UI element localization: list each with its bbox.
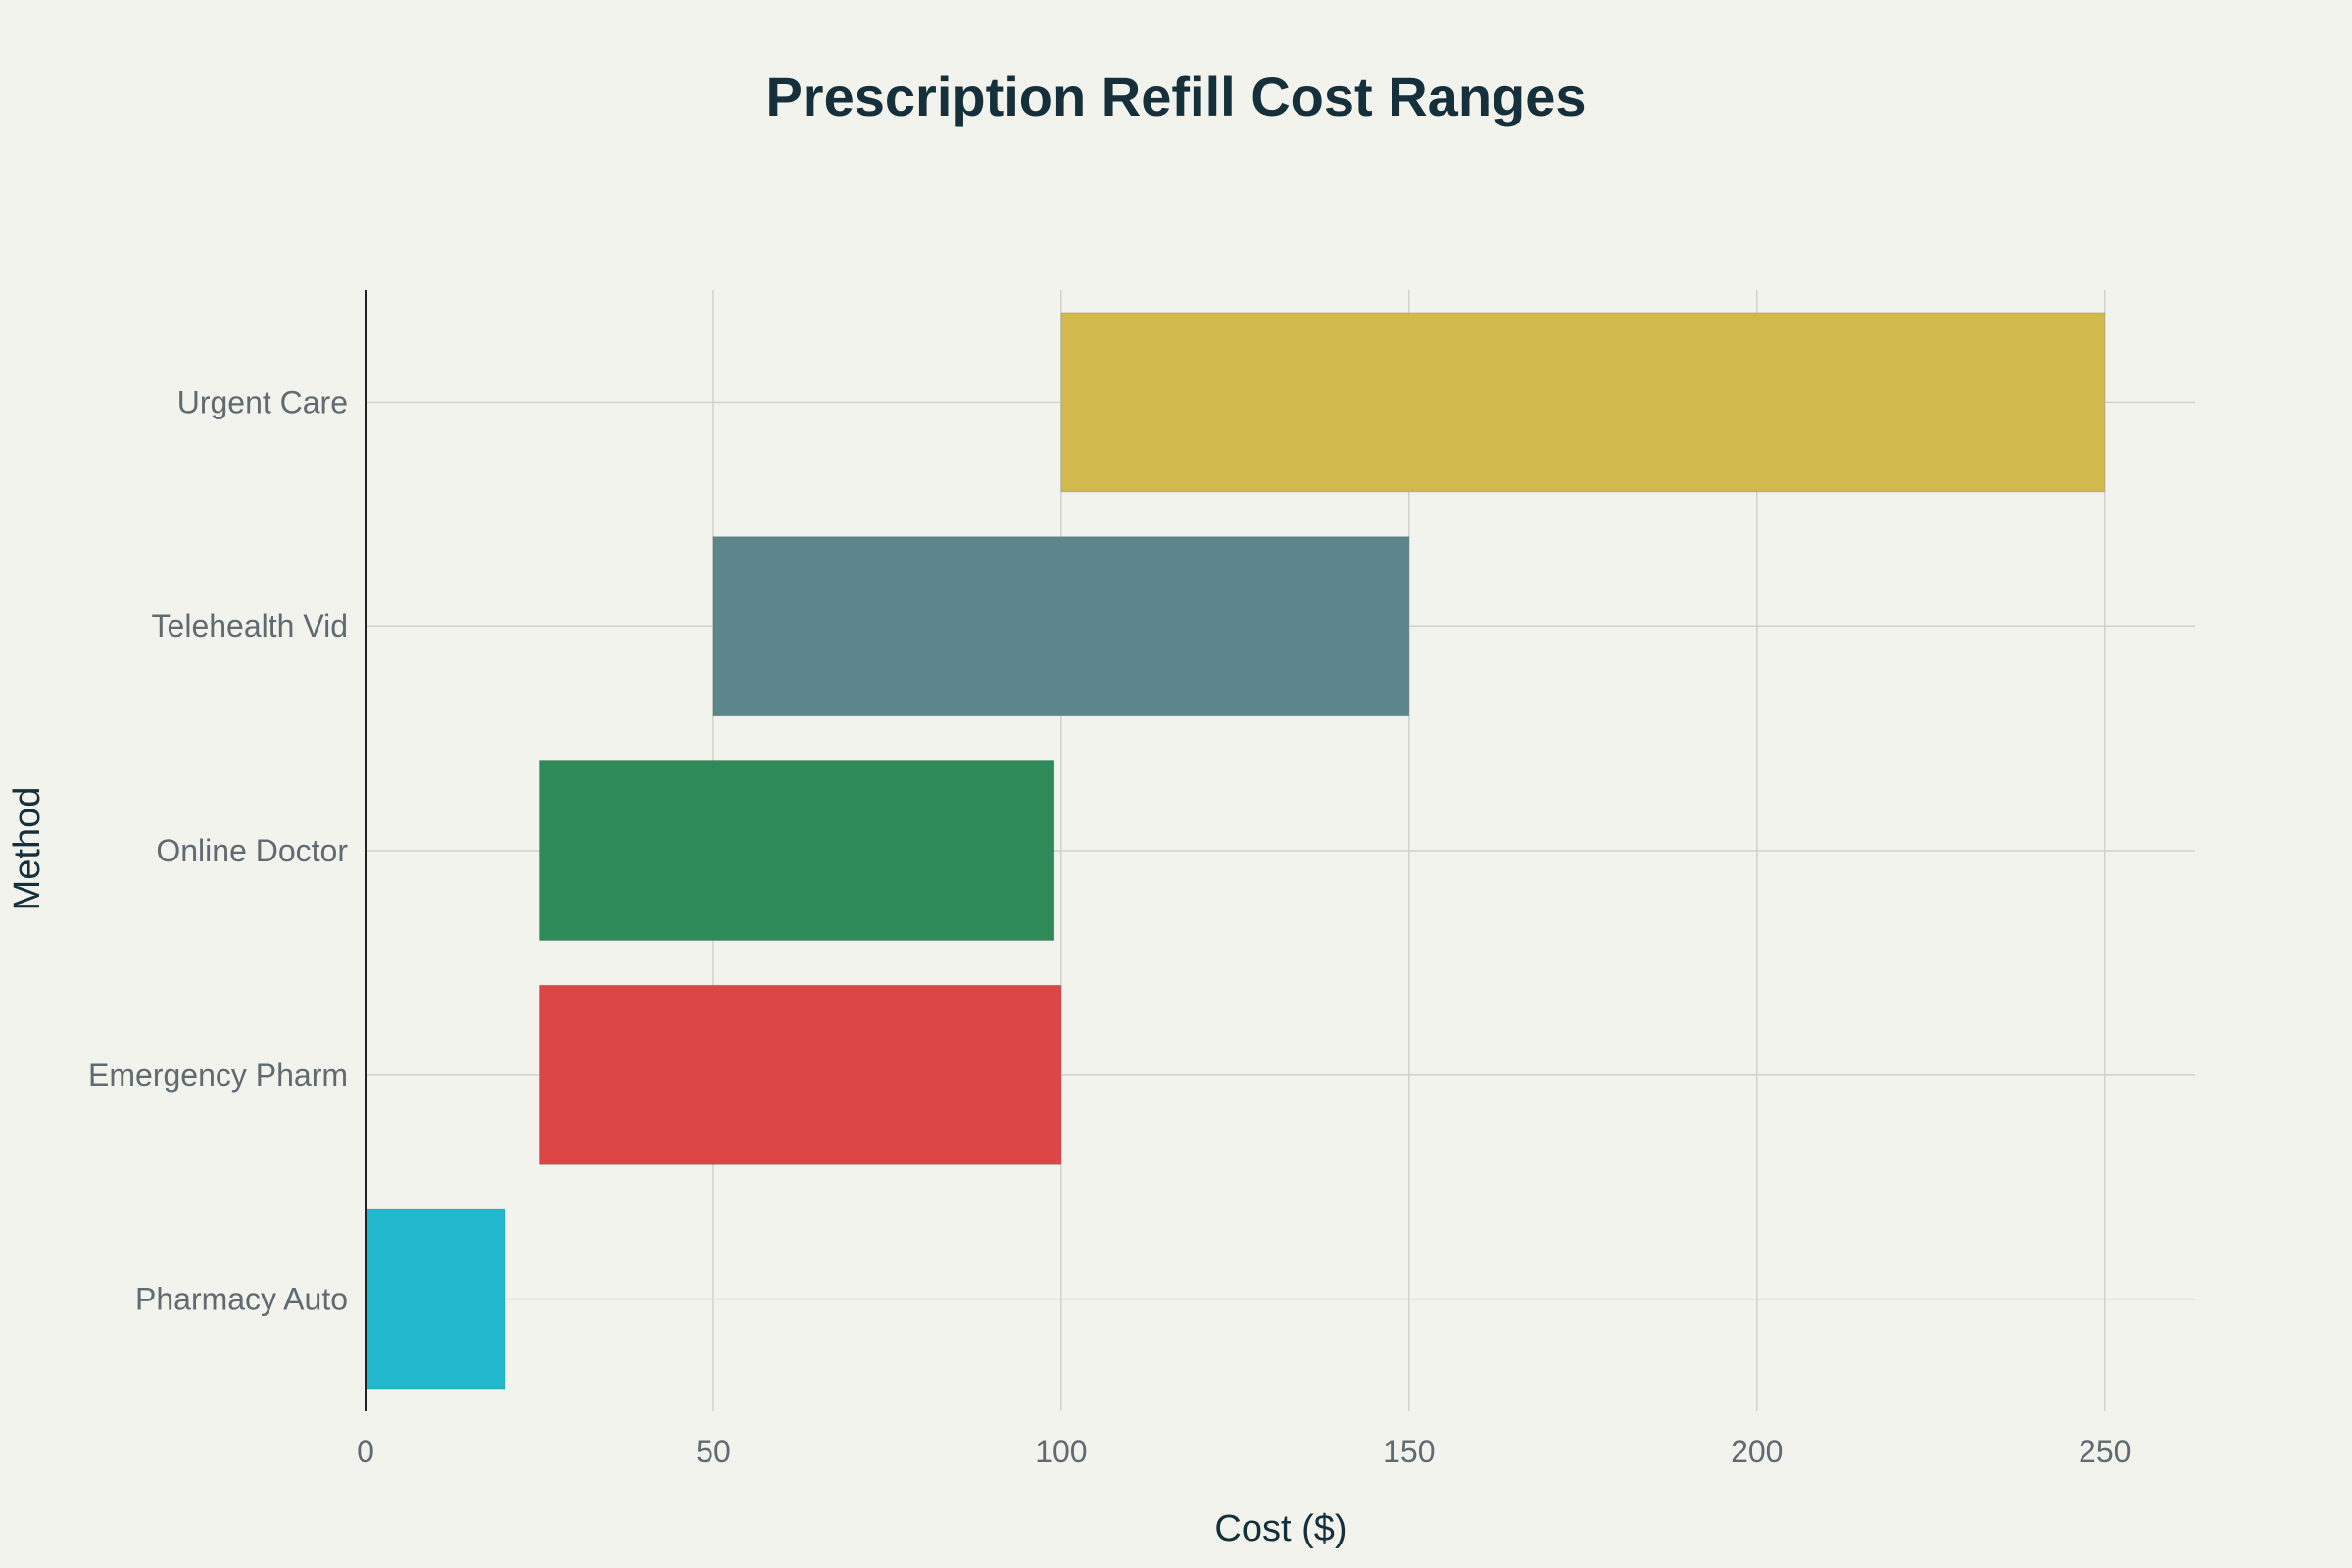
bar-pharmacy-auto bbox=[365, 1208, 506, 1390]
bar-telehealth-vid bbox=[712, 536, 1410, 717]
bar-emergency-pharm bbox=[538, 984, 1062, 1165]
y-axis-title: Method bbox=[7, 787, 48, 911]
y-tick-label: Emergency Pharm bbox=[88, 1057, 348, 1093]
x-tick-label: 50 bbox=[696, 1434, 731, 1469]
y-axis-ticks: Urgent Care Telehealth Vid Online Doctor Em… bbox=[88, 384, 348, 1316]
y-tick-label: Online Doctor bbox=[156, 833, 348, 868]
x-tick-label: 200 bbox=[1731, 1434, 1783, 1469]
y-tick-label: Pharmacy Auto bbox=[135, 1282, 348, 1317]
bar-online-doctor bbox=[538, 760, 1055, 942]
x-axis-title: Cost ($) bbox=[1214, 1508, 1347, 1549]
bar-urgent-care bbox=[1060, 312, 2106, 493]
x-tick-label: 100 bbox=[1035, 1434, 1087, 1469]
x-tick-label: 0 bbox=[357, 1434, 374, 1469]
chart-title: Prescription Refill Cost Ranges bbox=[765, 66, 1586, 127]
x-axis-ticks: 0 50 100 150 200 250 bbox=[357, 1434, 2131, 1469]
x-tick-label: 250 bbox=[2079, 1434, 2131, 1469]
y-tick-label: Telehealth Vid bbox=[152, 609, 348, 644]
x-tick-label: 150 bbox=[1383, 1434, 1435, 1469]
y-tick-label: Urgent Care bbox=[177, 384, 348, 419]
bars bbox=[365, 312, 2106, 1390]
